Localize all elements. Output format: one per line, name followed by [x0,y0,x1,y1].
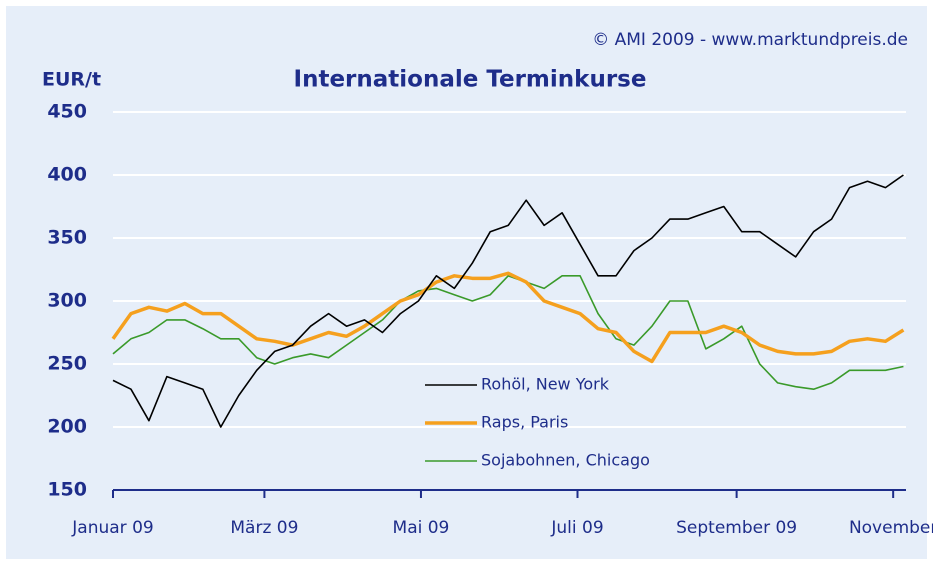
series-line [112,174,904,428]
x-tick-label: Juli 09 [550,518,603,538]
legend-label: Sojabohnen, Chicago [481,451,650,470]
y-tick-label: 400 [47,164,87,186]
x-tick-label: März 09 [230,518,298,538]
background [6,6,927,559]
legend-label: Rohöl, New York [481,375,610,394]
series-line [112,274,904,391]
source: © AMI 2009 - www.marktundpreis.de [592,30,908,50]
x-tick-label: Januar 09 [71,518,153,538]
y-tick-label: 450 [47,101,87,123]
y-tick-label: 200 [47,416,87,438]
chart-title: Internationale Terminkurse [294,67,647,93]
x-tick-label: Mai 09 [393,518,450,538]
y-tick-label: 300 [47,290,87,312]
y-tick-label: 250 [47,353,87,375]
y-tick-label: 350 [47,227,87,249]
x-tick-label: September 09 [676,518,797,538]
legend-label: Raps, Paris [481,413,568,432]
y-tick-label: 150 [47,479,87,501]
y-axis-label: EUR/t [42,69,101,91]
x-tick-label: November [849,518,933,538]
series-line [111,271,905,364]
